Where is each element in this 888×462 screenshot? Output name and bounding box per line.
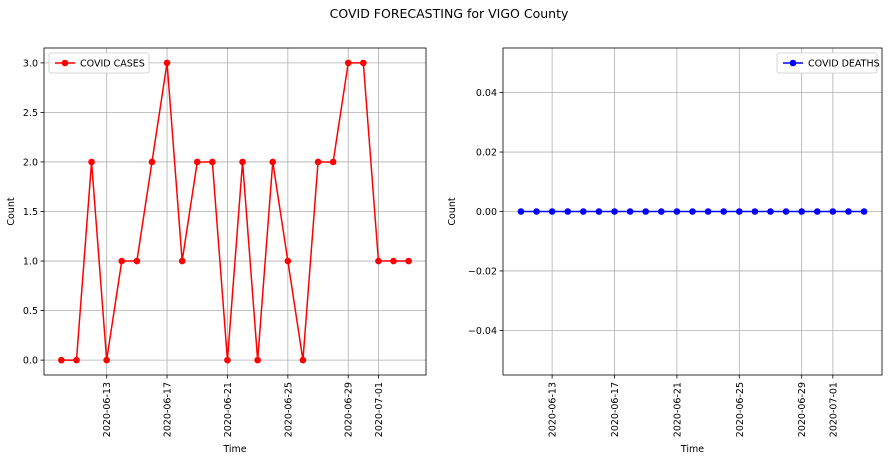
y-tick-label: 1.0 — [23, 257, 38, 268]
y-tick-label: 0.0 — [23, 356, 38, 367]
data-point — [344, 59, 352, 67]
data-point — [58, 356, 65, 364]
legend-marker — [789, 59, 797, 67]
data-point — [73, 356, 80, 364]
y-tick-label: 0.02 — [476, 148, 497, 159]
x-tick-label: 2020-07-01 — [374, 382, 385, 437]
x-tick-label: 2020-07-01 — [828, 382, 839, 437]
x-tick-label: 2020-06-25 — [735, 382, 746, 437]
data-point — [735, 208, 743, 215]
x-tick-label: 2020-06-25 — [283, 382, 294, 437]
data-point — [405, 257, 412, 265]
legend-box — [48, 52, 150, 74]
x-axis-label: Time — [222, 444, 246, 455]
x-tick-label: 2020-06-21 — [672, 382, 683, 437]
data-point — [329, 158, 337, 166]
data-point — [704, 208, 712, 215]
data-point — [224, 356, 231, 364]
data-point — [548, 208, 556, 215]
data-point — [782, 208, 790, 215]
data-point — [375, 257, 382, 265]
legend-label: COVID CASES — [80, 59, 145, 70]
data-point — [103, 356, 110, 364]
data-point — [360, 59, 367, 67]
data-point — [845, 208, 852, 215]
x-tick-label: 2020-06-13 — [102, 382, 113, 437]
data-point — [626, 208, 634, 215]
data-point — [642, 208, 650, 215]
y-tick-label: 1.5 — [23, 207, 38, 218]
y-axis-label: Count — [447, 197, 458, 225]
data-point — [829, 208, 837, 215]
data-point — [611, 208, 618, 215]
data-point — [767, 208, 774, 215]
cases-chart-panel: 0.0 0.5 1.0 1.5 2.0 2.5 3.0 2020-06-13 2020-06-1… — [6, 47, 427, 455]
data-point — [269, 158, 277, 166]
data-point — [751, 208, 759, 215]
figure-title: COVID FORECASTING for VIGO County — [330, 6, 569, 21]
deaths-chart-panel: −0.04 −0.02 0.00 0.02 0.04 2020-06-13 2020-06-… — [447, 47, 883, 455]
y-tick-label: −0.04 — [468, 326, 497, 337]
data-point — [314, 158, 322, 166]
data-point — [564, 208, 572, 215]
legend-label: COVID DEATHS — [808, 59, 880, 70]
data-point — [254, 356, 261, 364]
data-point — [118, 257, 126, 265]
y-tick-label: 2.0 — [23, 157, 38, 168]
y-tick-label: 3.0 — [23, 58, 38, 69]
y-tick-label: 2.5 — [23, 108, 38, 119]
data-point — [533, 208, 540, 215]
data-point — [813, 208, 821, 215]
axes-frame — [43, 47, 427, 376]
legend-marker — [61, 59, 69, 67]
axes-frame — [502, 47, 883, 376]
data-point — [517, 208, 525, 215]
data-point — [178, 257, 186, 265]
data-point — [673, 208, 681, 215]
data-point — [88, 158, 95, 166]
data-point — [299, 356, 307, 364]
data-point — [193, 158, 201, 166]
data-point — [284, 257, 292, 265]
data-point — [798, 208, 805, 215]
x-axis-label: Time — [680, 444, 704, 455]
y-tick-label: 0.5 — [23, 306, 38, 317]
y-axis-label: Count — [6, 197, 17, 225]
data-point — [133, 257, 141, 265]
data-point — [239, 158, 246, 166]
legend-box — [776, 52, 878, 74]
data-point — [689, 208, 696, 215]
data-point — [720, 208, 727, 215]
data-point — [163, 59, 171, 67]
x-tick-label: 2020-06-17 — [610, 382, 621, 437]
x-tick-label: 2020-06-13 — [548, 382, 559, 437]
y-tick-label: −0.02 — [468, 266, 497, 277]
data-point — [390, 257, 397, 265]
x-tick-label: 2020-06-21 — [223, 382, 234, 437]
y-tick-label: 0.00 — [476, 207, 497, 218]
x-tick-label: 2020-06-29 — [344, 382, 355, 437]
y-tick-label: 0.04 — [476, 88, 497, 99]
data-point — [209, 158, 216, 166]
data-point — [595, 208, 603, 215]
x-tick-label: 2020-06-17 — [163, 382, 174, 437]
data-point — [860, 208, 868, 215]
x-tick-label: 2020-06-29 — [797, 382, 808, 437]
data-point — [658, 208, 665, 215]
data-point — [580, 208, 587, 215]
data-point — [148, 158, 156, 166]
